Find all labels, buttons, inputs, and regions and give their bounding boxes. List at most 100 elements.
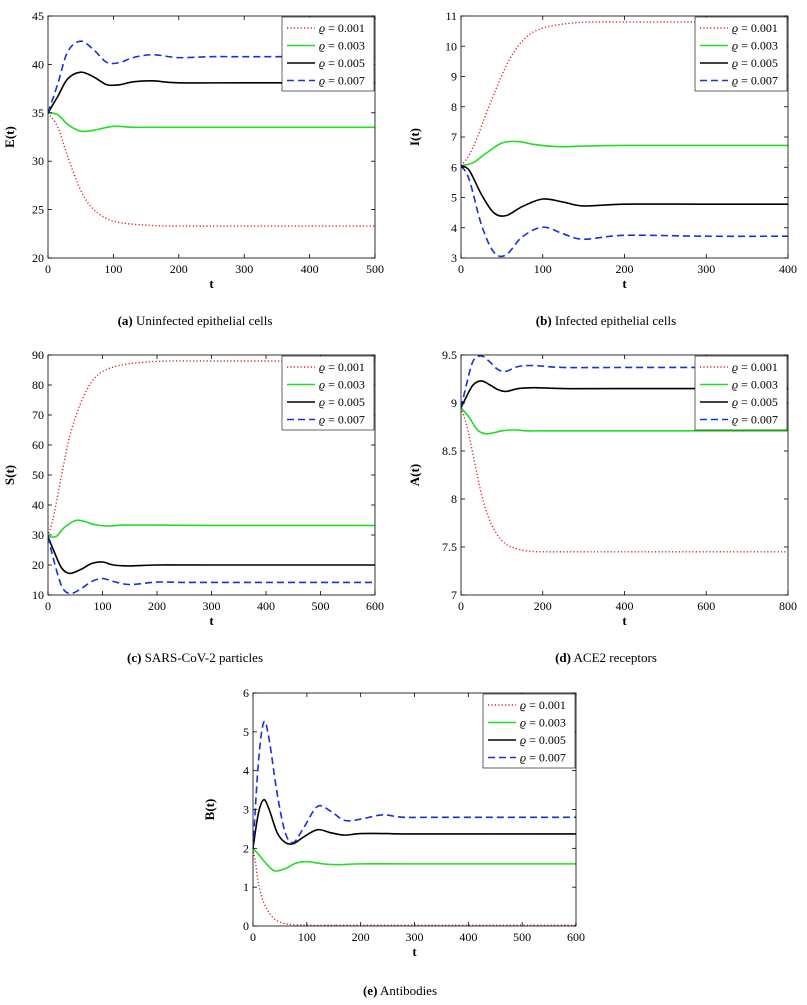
legend-label-a-0: ϱ = 0.001	[319, 21, 365, 35]
y-tick-label-e: 1	[243, 880, 249, 894]
legend-e: ϱ = 0.001 ϱ = 0.003 ϱ = 0.005 ϱ = 0.007	[482, 693, 576, 769]
y-tick-label-d: 7	[451, 588, 457, 602]
series-line-b-1	[461, 140, 788, 167]
legend-box-e	[482, 693, 576, 769]
caption-d: (d) ACE2 receptors	[405, 650, 807, 666]
x-tick-label-d: 0	[458, 599, 464, 613]
x-tick-label-e: 600	[567, 930, 585, 944]
chart-e-antibodies: 0 100 200 300 400 500 600 0 1 2 3 4 5 6 t B(t) ϱ = 0.001…	[202, 686, 585, 959]
legend-label-e-0: ϱ = 0.001	[520, 698, 566, 712]
legend-label-b-3: ϱ = 0.007	[732, 74, 778, 88]
chart-a-uninfected: 0 100 200 300 400 500 20 25 30 35 40 45 t E(t) ϱ = 0.0…	[2, 9, 384, 291]
caption-b-label: (b)	[535, 313, 552, 328]
caption-c-label: (c)	[126, 650, 142, 665]
y-tick-label-a: 30	[32, 154, 44, 168]
legend-label-c-1: ϱ = 0.003	[319, 378, 365, 392]
y-tick-label-b: 9	[451, 70, 457, 84]
y-tick-label-d: 7.5	[442, 540, 457, 554]
y-tick-label-b: 5	[451, 191, 457, 205]
x-axis-label-e: t	[412, 944, 417, 959]
x-tick-label-a: 200	[170, 262, 188, 276]
x-axis-label-d: t	[622, 613, 627, 628]
y-tick-label-c: 80	[32, 378, 44, 392]
plot-area-d	[461, 355, 788, 553]
y-tick-label-e: 6	[243, 686, 249, 700]
x-tick-label-c: 100	[94, 599, 112, 613]
x-tick-label-b: 100	[534, 262, 552, 276]
series-line-b-2	[461, 164, 788, 217]
legend-label-d-0: ϱ = 0.001	[732, 360, 778, 374]
x-tick-label-d: 800	[779, 599, 797, 613]
x-tick-label-a: 0	[45, 262, 51, 276]
series-line-c-2	[48, 536, 375, 575]
caption-e: (e) Antibodies	[200, 983, 600, 999]
x-tick-label-e: 100	[298, 930, 316, 944]
series-line-d-2	[461, 380, 788, 409]
y-tick-label-c: 90	[32, 348, 44, 362]
y-axis-label-a: E(t)	[2, 126, 17, 148]
caption-e-label: (e)	[362, 983, 378, 998]
y-axis-label-e: B(t)	[202, 799, 217, 821]
series-line-a-2	[48, 71, 375, 114]
x-tick-label-e: 200	[352, 930, 370, 944]
y-tick-label-b: 3	[451, 251, 457, 265]
x-tick-label-c: 300	[203, 599, 221, 613]
y-tick-label-c: 50	[32, 468, 44, 482]
series-line-e-3	[253, 720, 576, 849]
y-tick-label-b: 4	[451, 221, 457, 235]
caption-d-text: ACE2 receptors	[573, 650, 657, 665]
x-tick-label-a: 300	[235, 262, 253, 276]
x-axis-label-b: t	[622, 276, 627, 291]
y-tick-label-c: 70	[32, 408, 44, 422]
x-tick-label-c: 600	[366, 599, 384, 613]
x-tick-label-e: 300	[406, 930, 424, 944]
series-line-e-0	[253, 848, 576, 926]
series-line-d-0	[461, 407, 788, 553]
plot-area-b	[461, 21, 788, 258]
legend-label-e-1: ϱ = 0.003	[520, 716, 566, 730]
legend-a: ϱ = 0.001 ϱ = 0.003 ϱ = 0.005 ϱ = 0.007	[281, 16, 375, 92]
caption-e-text: Antibodies	[379, 983, 438, 998]
legend-d: ϱ = 0.001 ϱ = 0.003 ϱ = 0.005 ϱ = 0.007	[694, 355, 788, 431]
y-tick-label-a: 35	[32, 106, 44, 120]
legend-label-e-2: ϱ = 0.005	[520, 733, 566, 747]
x-tick-label-e: 400	[459, 930, 477, 944]
x-tick-label-e: 0	[250, 930, 256, 944]
y-tick-label-e: 4	[243, 764, 249, 778]
caption-b-text: Infected epithelial cells	[554, 313, 677, 328]
series-line-b-3	[461, 165, 788, 258]
y-tick-label-b: 7	[451, 130, 457, 144]
plot-area-c	[48, 360, 375, 595]
series-line-a-0	[48, 112, 375, 227]
plot-area-a	[48, 40, 375, 227]
y-tick-label-d: 9.5	[442, 348, 457, 362]
x-tick-label-a: 500	[366, 262, 384, 276]
legend-label-a-1: ϱ = 0.003	[319, 39, 365, 53]
caption-a-text: Uninfected epithelial cells	[135, 313, 273, 328]
legend-label-b-2: ϱ = 0.005	[732, 56, 778, 70]
series-line-c-0	[48, 360, 375, 537]
x-tick-label-a: 100	[104, 262, 122, 276]
y-tick-label-c: 10	[32, 588, 44, 602]
y-tick-label-e: 5	[243, 725, 249, 739]
legend-box-c	[281, 355, 375, 431]
x-tick-label-c: 400	[257, 599, 275, 613]
y-tick-label-e: 3	[243, 803, 249, 817]
y-tick-label-c: 30	[32, 528, 44, 542]
x-tick-label-b: 300	[697, 262, 715, 276]
y-tick-label-a: 40	[32, 57, 44, 71]
y-tick-label-d: 8	[451, 492, 457, 506]
caption-a-label: (a)	[117, 313, 133, 328]
series-line-a-1	[48, 112, 375, 133]
y-tick-label-b: 8	[451, 100, 457, 114]
series-line-d-3	[461, 355, 788, 408]
x-tick-label-d: 200	[534, 599, 552, 613]
caption-c: (c) SARS-CoV-2 particles	[0, 650, 390, 666]
x-tick-label-c: 200	[148, 599, 166, 613]
caption-d-label: (d)	[555, 650, 571, 665]
series-line-d-1	[461, 407, 788, 435]
y-axis-label-d: A(t)	[407, 464, 422, 486]
series-line-c-3	[48, 536, 375, 595]
axes-box-a	[47, 15, 376, 259]
